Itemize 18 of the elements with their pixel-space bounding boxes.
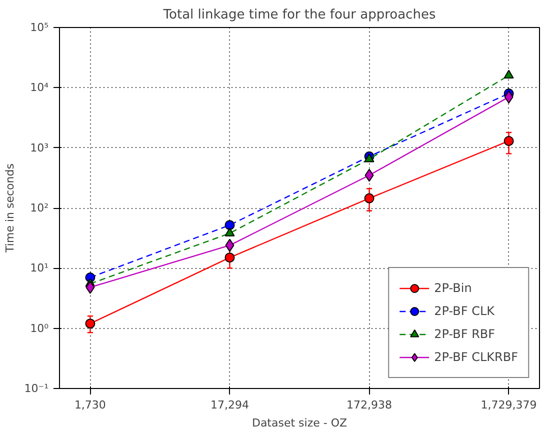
legend-label: 2P-BF RBF [434,327,496,341]
x-tick-label: 1,730 [74,398,106,412]
y-tick-label: 10² [30,202,49,214]
y-tick-label: 10⁻¹ [24,382,49,395]
legend-label: 2P-BF CLKRBF [434,350,518,364]
legend-label: 2P-Bin [434,281,472,295]
y-tick-label: 10⁰ [30,322,50,335]
y-tick-label: 10⁵ [30,21,49,34]
legend-label: 2P-BF CLK [434,304,495,318]
y-tick-label: 10³ [30,141,49,154]
x-tick-label: 1,729,379 [480,398,537,412]
x-axis-title: Dataset size - OZ [252,416,348,430]
y-tick-label: 10¹ [30,262,49,275]
y-axis-title: Time in seconds [3,163,16,254]
x-tick-label: 172,938 [346,398,392,412]
x-tick-label: 17,294 [210,398,249,412]
chart-title: Total linkage time for the four approaches [162,8,436,22]
y-tick-label: 10⁴ [30,81,50,94]
